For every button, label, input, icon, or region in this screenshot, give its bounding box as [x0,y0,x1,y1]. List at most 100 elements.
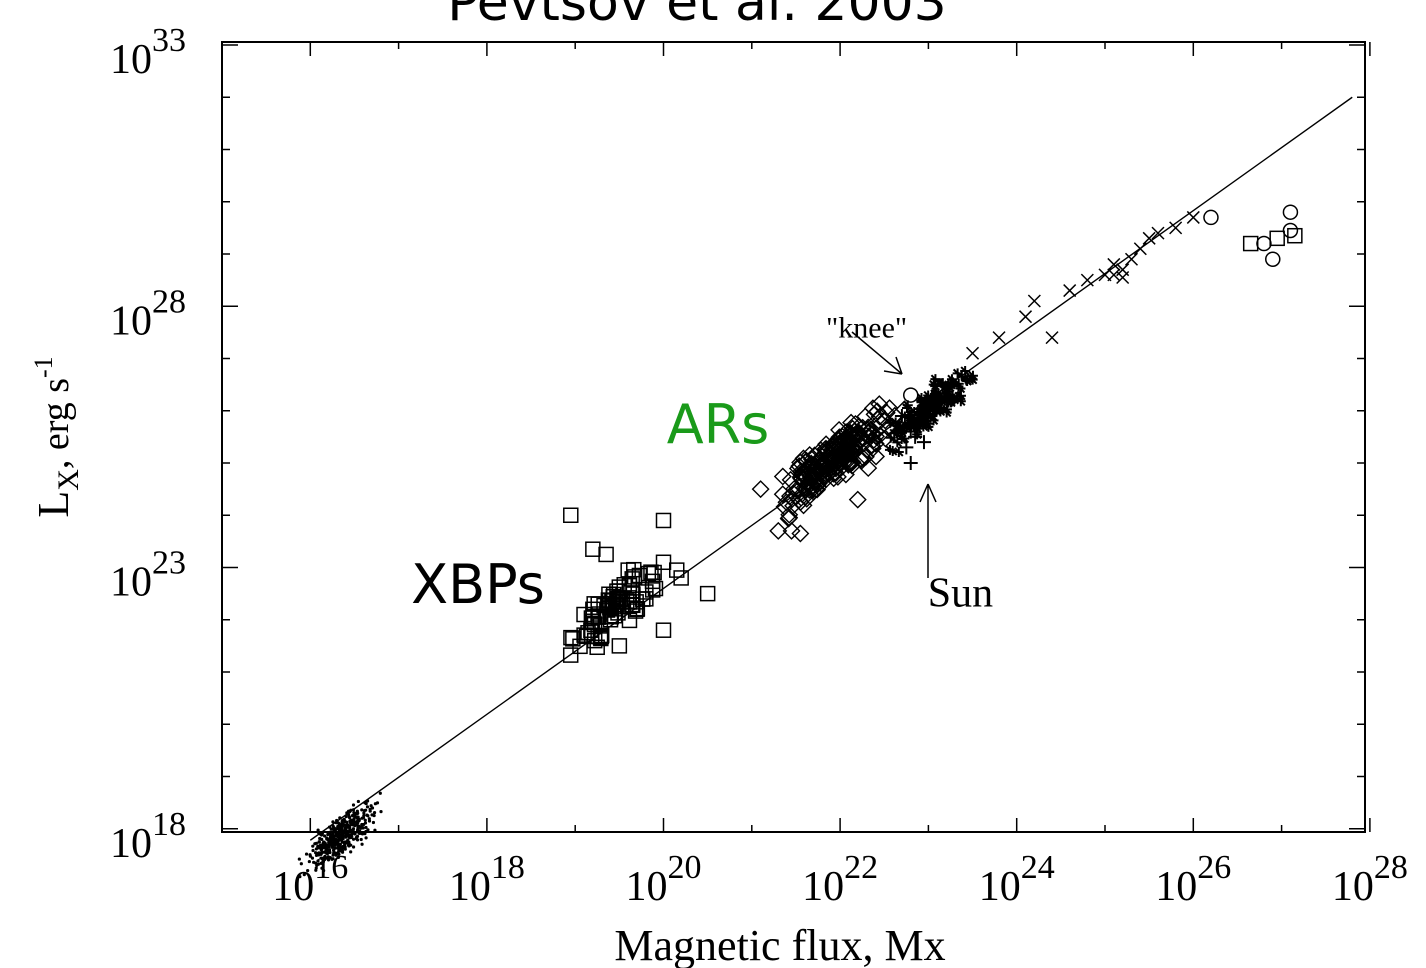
dot-point [311,848,315,853]
dot-point [314,866,318,870]
dot-point [369,804,373,808]
diamond-point [821,444,840,463]
dot-point [351,837,356,841]
dot-point [345,833,349,838]
dot-point [314,841,318,845]
square-point [603,608,619,625]
cross-point [1133,242,1147,256]
dot-point [343,847,347,851]
diamond-point [794,496,813,515]
dense-point [943,379,954,390]
dot-point [317,840,321,844]
x-tick-label: 1016 [272,849,348,910]
dot-point [320,831,324,836]
dot-point [341,845,346,849]
x-axis-label: Magnetic flux, Mx [614,921,945,968]
dot-point [320,866,324,870]
sun-arrow [919,483,937,578]
knee-annotation: "knee" [826,312,907,345]
dot-point [351,803,356,807]
dot-point [356,799,360,804]
dot-point [322,834,327,838]
dot-point [331,848,336,852]
diamond-point [773,467,792,486]
square-point [611,579,628,595]
dot-point [372,811,377,815]
dot-point [362,808,367,813]
dot-point [353,824,357,828]
dot-point [327,849,331,853]
knee-arrow [851,331,903,375]
dot-point [314,847,319,851]
dot-point [338,824,342,828]
dot-point [368,807,372,811]
dot-point [343,819,347,824]
dot-point [357,831,362,836]
dot-point [315,863,319,867]
square-point [590,609,607,625]
dot-point [330,845,334,850]
square-point [593,628,610,645]
dot-point [353,814,357,818]
dot-point [327,825,332,829]
dot-point [310,856,315,860]
diamond-point [842,413,861,432]
dot-point [351,808,356,812]
dot-point [297,857,301,861]
diamond-point [857,420,876,439]
plot-frame [221,41,1366,833]
dot-point [358,825,363,829]
dot-point [346,843,351,847]
dot-point [322,869,326,873]
cross-point [1107,257,1121,271]
dense-point [941,404,952,415]
dot-point [314,853,319,858]
dot-point [353,832,357,836]
dot-point [363,821,368,825]
plus-point [899,440,914,455]
dot-point [356,826,360,831]
diamond-point [863,439,882,458]
dot-point [332,839,336,844]
dot-point [373,802,378,806]
dot-point [302,873,306,877]
diamond-point [797,489,816,508]
dot-point [338,833,342,837]
square-point [1242,235,1259,252]
dot-point [366,799,370,803]
dot-point [308,853,312,857]
dot-point [304,852,309,856]
dot-point [350,819,355,823]
dot-point [351,845,356,849]
dot-point [370,813,374,817]
y-axis-label-sub: X [52,469,85,491]
cross-point [1080,273,1094,287]
dot-point [314,851,318,855]
diamond-point [801,466,820,485]
dense-point [930,381,941,392]
square-point [585,541,601,557]
dot-point [331,834,335,838]
dot-point [349,850,353,854]
square-point [1287,227,1303,244]
square-point [699,585,716,602]
dot-point [379,810,383,814]
dot-point [321,859,326,864]
diamond-point [840,426,859,445]
dot-point [364,825,368,830]
dense-point [924,404,935,415]
dense-point [955,396,966,407]
diamond-point [791,524,810,543]
diamond-point [863,399,882,418]
diamond-point [837,427,856,446]
dot-point [344,823,348,827]
y-axis-label-units-sup: -1 [29,356,58,378]
x-tick-label: 1026 [1155,849,1231,910]
dot-point [331,820,335,824]
square-point [607,596,624,613]
square-point [655,622,672,638]
dense-point [933,396,944,407]
cross-point [1027,294,1041,308]
diamond-point [797,451,816,470]
data-points [297,204,1303,879]
